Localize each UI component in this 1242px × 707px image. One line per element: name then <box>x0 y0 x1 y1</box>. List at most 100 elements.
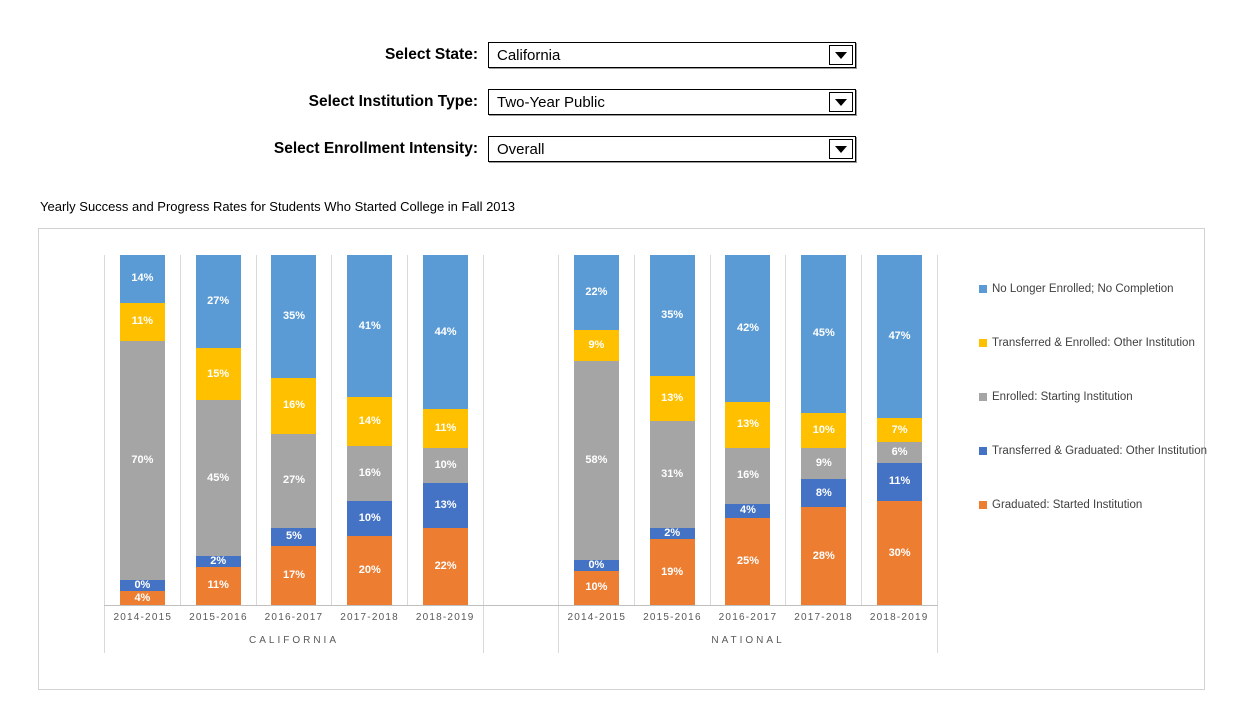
bar-segment[interactable]: 0% <box>119 580 165 592</box>
bar-segment-label: 70% <box>131 453 154 466</box>
bar-segment[interactable]: 14% <box>347 397 393 446</box>
stacked-bar: 35% 16% 27% 5% 17% <box>271 255 317 605</box>
enrollment-intensity-select[interactable]: Overall <box>488 136 856 162</box>
bar-segment-label: 4% <box>134 591 151 604</box>
bar-segment-label: 35% <box>661 309 684 322</box>
plot-area: 14% 11% 70% 0% 4% 27% 15% 45% 2% 11% 35% 16% 27% 5% 17… <box>104 255 938 653</box>
bar-segment-label: 16% <box>282 399 305 411</box>
bar-segment[interactable]: 9% <box>801 447 847 479</box>
bar-segment[interactable]: 4% <box>725 503 771 518</box>
bar-segment[interactable]: 31% <box>649 421 695 529</box>
bar-segment[interactable]: 11% <box>119 302 165 341</box>
axis-group-label-national: NATIONAL <box>558 631 938 653</box>
bar-segment[interactable]: 20% <box>347 535 393 606</box>
bar-segment[interactable]: 5% <box>271 528 317 546</box>
bar-segment[interactable]: 14% <box>119 255 165 303</box>
bar-segment[interactable]: 16% <box>725 447 771 504</box>
institution-type-select[interactable]: Two-Year Public <box>488 89 856 115</box>
bar-segment[interactable]: 25% <box>725 517 771 605</box>
bar-segment[interactable]: 11% <box>195 566 241 605</box>
bar-segment[interactable]: 7% <box>877 417 923 443</box>
bar-segment[interactable]: 0% <box>573 559 619 571</box>
legend-item: No Longer Enrolled; No Completion <box>979 281 1219 335</box>
legend-swatch-icon <box>979 285 987 293</box>
bar-segment[interactable]: 13% <box>725 402 771 448</box>
bar-segment[interactable]: 10% <box>801 412 847 448</box>
bar-segment-label: 16% <box>736 469 759 481</box>
axis-group-label-california: CALIFORNIA <box>104 631 484 653</box>
bar-segment[interactable]: 16% <box>347 445 393 502</box>
stacked-bar: 42% 13% 16% 4% 25% <box>725 255 771 605</box>
bar-segment-label: 22% <box>434 560 457 572</box>
legend-label: Graduated: Started Institution <box>992 499 1143 511</box>
bar-segment-label: 17% <box>282 568 305 581</box>
bar-segment[interactable]: 28% <box>801 507 847 605</box>
legend-label: Enrolled: Starting Institution <box>992 391 1133 403</box>
bar-segment[interactable]: 11% <box>423 409 469 448</box>
axis-years-national: 2014-2015 2015-2016 2016-2017 2017-2018 2018… <box>558 605 938 631</box>
bar-segment[interactable]: 15% <box>195 348 241 401</box>
bar-segment-label: 27% <box>207 295 230 308</box>
stacked-bar: 41% 14% 16% 10% 20% <box>347 255 393 606</box>
bar-segment[interactable]: 47% <box>877 255 923 418</box>
bar-segment[interactable]: 9% <box>573 330 619 362</box>
legend-label: Transferred & Graduated: Other Instituti… <box>992 445 1207 457</box>
bar-segment[interactable]: 35% <box>271 255 317 378</box>
bar-segment[interactable]: 42% <box>725 255 771 402</box>
bar-segment-label: 14% <box>131 272 154 285</box>
category-cell: 14% 11% 70% 0% 4% <box>104 255 180 606</box>
bar-segment[interactable]: 11% <box>877 462 923 502</box>
legend: No Longer Enrolled; No Completion Transfe… <box>979 281 1219 551</box>
legend-swatch-icon <box>979 501 987 509</box>
category-cell: 47% 7% 6% 11% 30% <box>861 255 938 605</box>
bar-segment[interactable]: 22% <box>573 255 619 331</box>
bar-segment-label: 20% <box>358 563 381 576</box>
bar-segment[interactable]: 41% <box>347 255 393 398</box>
bar-segment[interactable]: 16% <box>271 377 317 434</box>
bar-segment[interactable]: 13% <box>649 376 695 422</box>
bar-segment[interactable]: 45% <box>195 400 241 556</box>
bar-segment-label: 15% <box>207 367 230 380</box>
bar-segment[interactable]: 27% <box>195 255 241 349</box>
state-select[interactable]: California <box>488 42 856 68</box>
state-select-value: California <box>497 46 561 64</box>
bar-segment[interactable]: 2% <box>649 528 695 540</box>
legend-swatch-icon <box>979 393 987 401</box>
bar-segment[interactable]: 10% <box>423 447 469 483</box>
bar-segment[interactable]: 8% <box>801 479 847 507</box>
axis-year-label: 2018-2019 <box>415 612 475 623</box>
bar-segment[interactable]: 17% <box>271 545 317 605</box>
institution-type-select-value: Two-Year Public <box>497 93 605 111</box>
bar-segment[interactable]: 13% <box>423 482 469 528</box>
enrollment-intensity-filter-row: Select Enrollment Intensity: Overall <box>0 136 856 162</box>
bar-segment-label: 27% <box>282 474 305 487</box>
chart: 14% 11% 70% 0% 4% 27% 15% 45% 2% 11% 35% 16% 27% 5% 17… <box>38 228 1207 690</box>
bar-segment-label: 22% <box>585 286 608 299</box>
legend-swatch-icon <box>979 447 987 455</box>
bar-segment[interactable]: 10% <box>347 501 393 536</box>
bar-segment-label: 10% <box>434 458 457 471</box>
bar-segment-label: 11% <box>888 475 911 488</box>
stacked-bar: 47% 7% 6% 11% 30% <box>877 255 923 605</box>
bar-segment-label: 31% <box>661 468 684 481</box>
group-national: 22% 9% 58% 0% 10% 35% 13% 31% 2% 19% 42% 13% 16% 4% 25… <box>558 255 938 653</box>
bar-segment[interactable]: 10% <box>573 570 619 605</box>
bar-segment[interactable]: 6% <box>877 442 923 463</box>
bar-segment[interactable]: 27% <box>271 433 317 528</box>
bar-segment[interactable]: 2% <box>195 555 241 567</box>
state-select-arrow-button[interactable] <box>829 45 853 65</box>
bar-segment-label: 13% <box>434 498 457 511</box>
institution-type-select-arrow-button[interactable] <box>829 92 853 112</box>
bar-segment[interactable]: 44% <box>423 255 469 409</box>
bar-segment[interactable]: 45% <box>801 255 847 413</box>
enrollment-intensity-select-arrow-button[interactable] <box>829 139 853 159</box>
bar-segment[interactable]: 35% <box>649 255 695 377</box>
bar-segment[interactable]: 30% <box>877 501 923 605</box>
bar-segment[interactable]: 19% <box>649 539 695 605</box>
bar-segment[interactable]: 58% <box>573 361 619 560</box>
bar-segment[interactable]: 4% <box>119 591 165 606</box>
axis-year-label: 2016-2017 <box>718 612 778 623</box>
bar-segment-label: 28% <box>812 549 835 562</box>
bar-segment[interactable]: 70% <box>119 340 165 581</box>
bar-segment[interactable]: 22% <box>423 528 469 605</box>
